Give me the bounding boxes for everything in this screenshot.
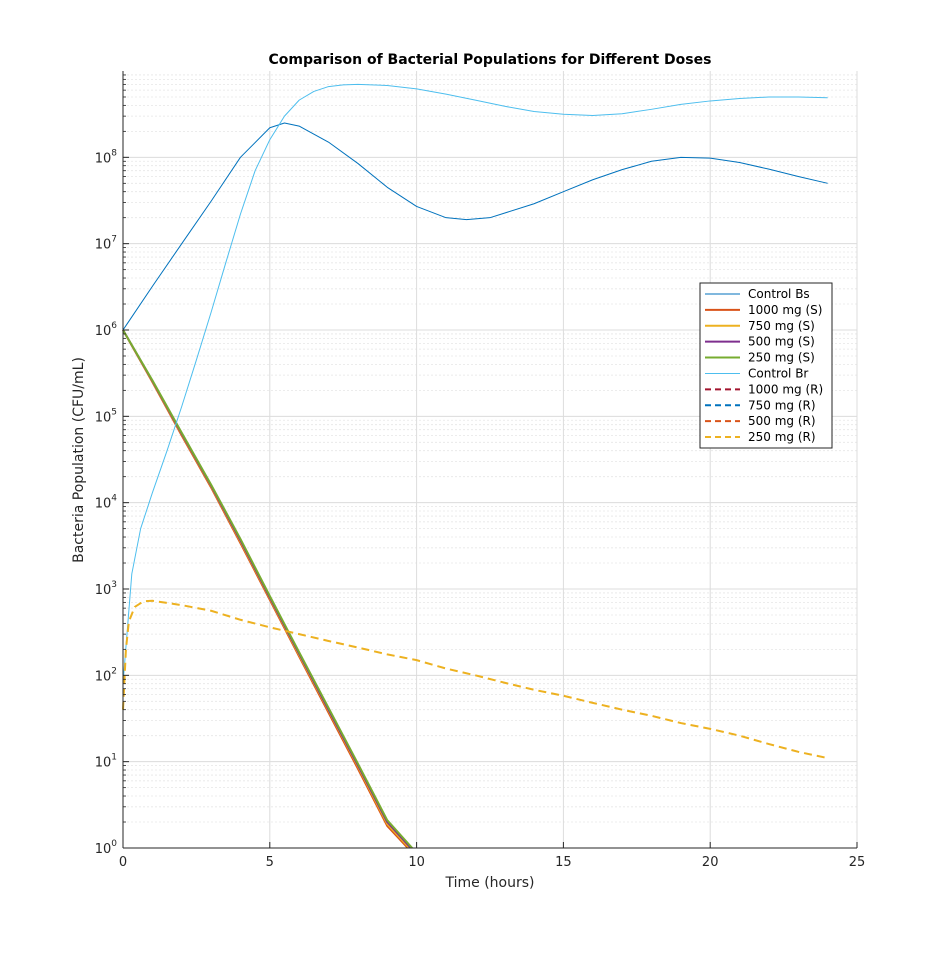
series-line-5 xyxy=(122,83,828,684)
y-tick-label: 102 xyxy=(95,666,117,684)
tick-labels: 0 5 10 15 20 25 100 101 102 103 104 105 106 107 108 xyxy=(95,148,866,870)
x-tick-label: 10 xyxy=(408,855,425,870)
series-line-9 xyxy=(122,599,828,760)
legend-label: 750 mg (S) xyxy=(748,319,815,333)
x-tick-label: 0 xyxy=(119,855,127,870)
y-tick-label: 101 xyxy=(95,753,117,771)
legend-label: 750 mg (R) xyxy=(748,398,816,412)
grid xyxy=(122,71,858,849)
y-tick-label: 103 xyxy=(95,580,117,598)
legend-label: 1000 mg (S) xyxy=(748,303,822,317)
y-tick-label: 106 xyxy=(95,321,118,339)
x-tick-label: 5 xyxy=(266,855,274,870)
chart-title: Comparison of Bacterial Populations for … xyxy=(269,52,712,68)
x-tick-label: 25 xyxy=(849,855,866,870)
legend-label: 500 mg (R) xyxy=(748,414,816,428)
y-tick-label: 104 xyxy=(95,494,118,512)
y-tick-label: 105 xyxy=(95,407,117,425)
series-lines xyxy=(122,83,828,849)
series-line-0 xyxy=(122,122,828,331)
y-tick-label: 108 xyxy=(95,148,118,166)
y-tick-label: 107 xyxy=(95,235,117,253)
legend-label: 250 mg (R) xyxy=(748,430,816,444)
legend-label: 250 mg (S) xyxy=(748,351,815,365)
axes xyxy=(122,71,858,849)
x-tick-label: 20 xyxy=(702,855,719,870)
y-tick-label: 100 xyxy=(95,839,118,857)
legend: Control Bs 1000 mg (S) 750 mg (S) 500 mg (S… xyxy=(699,282,833,449)
series-line-4 xyxy=(122,329,413,849)
y-axis-label: Bacteria Population (CFU/mL) xyxy=(71,357,87,563)
x-tick-label: 15 xyxy=(555,855,572,870)
x-axis-label: Time (hours) xyxy=(445,875,535,891)
legend-label: 500 mg (S) xyxy=(748,335,815,349)
legend-label: 1000 mg (R) xyxy=(748,382,823,396)
legend-label: Control Bs xyxy=(748,287,810,301)
legend-label: Control Br xyxy=(748,366,808,380)
